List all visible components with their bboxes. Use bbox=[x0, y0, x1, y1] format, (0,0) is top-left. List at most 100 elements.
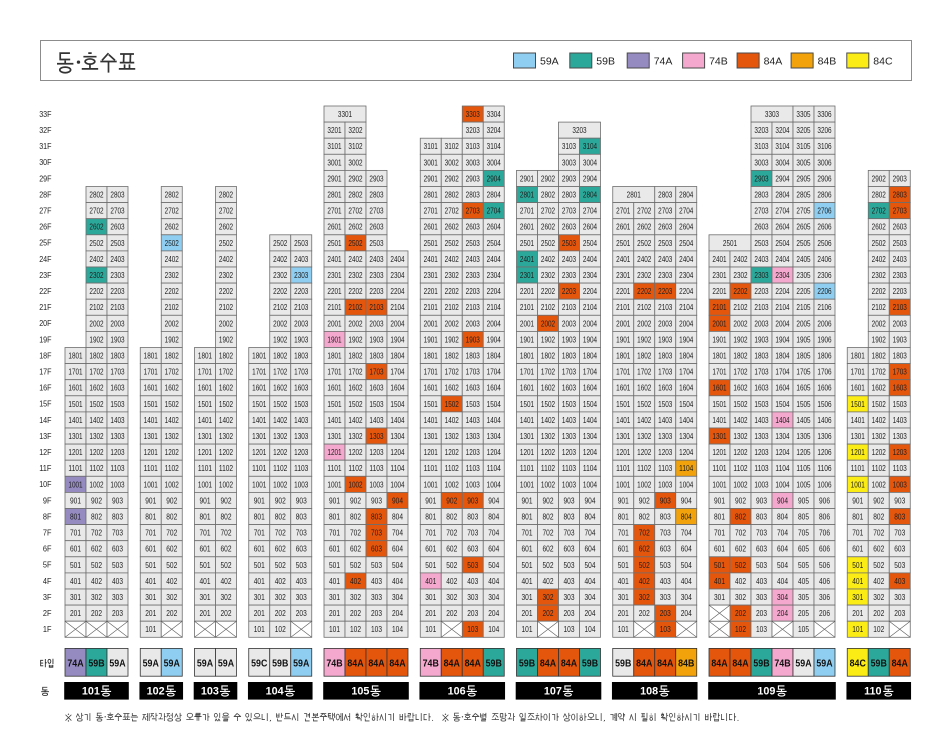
svg-text:1806: 1806 bbox=[817, 351, 832, 360]
svg-text:801: 801 bbox=[425, 512, 436, 521]
svg-text:1203: 1203 bbox=[562, 448, 577, 457]
svg-text:2002: 2002 bbox=[165, 319, 180, 328]
svg-text:16F: 16F bbox=[39, 384, 51, 393]
svg-text:1905: 1905 bbox=[796, 335, 811, 344]
svg-text:503: 503 bbox=[756, 561, 767, 570]
svg-text:1901: 1901 bbox=[424, 335, 439, 344]
svg-text:3002: 3002 bbox=[348, 158, 363, 167]
svg-text:3103: 3103 bbox=[754, 142, 769, 151]
svg-text:1501: 1501 bbox=[327, 400, 342, 409]
svg-text:2202: 2202 bbox=[541, 287, 556, 296]
svg-text:302: 302 bbox=[91, 593, 102, 602]
svg-text:603: 603 bbox=[371, 545, 382, 554]
svg-text:101: 101 bbox=[425, 625, 436, 634]
svg-text:602: 602 bbox=[91, 545, 102, 554]
svg-text:803: 803 bbox=[756, 512, 767, 521]
svg-text:703: 703 bbox=[756, 529, 767, 538]
svg-text:1703: 1703 bbox=[562, 368, 577, 377]
svg-text:103: 103 bbox=[756, 625, 767, 634]
svg-text:1701: 1701 bbox=[327, 368, 342, 377]
svg-text:5F: 5F bbox=[43, 561, 52, 570]
svg-text:1501: 1501 bbox=[144, 400, 159, 409]
svg-text:2704: 2704 bbox=[487, 207, 502, 216]
svg-text:2402: 2402 bbox=[541, 255, 556, 264]
svg-text:201: 201 bbox=[522, 609, 533, 618]
svg-text:1602: 1602 bbox=[637, 384, 652, 393]
svg-text:303: 303 bbox=[467, 593, 478, 602]
svg-text:2602: 2602 bbox=[219, 223, 234, 232]
svg-text:1601: 1601 bbox=[851, 384, 866, 393]
svg-text:2103: 2103 bbox=[893, 303, 908, 312]
svg-text:1802: 1802 bbox=[348, 351, 363, 360]
svg-text:2203: 2203 bbox=[893, 287, 908, 296]
svg-text:203: 203 bbox=[564, 609, 575, 618]
svg-text:901: 901 bbox=[714, 496, 725, 505]
svg-text:2702: 2702 bbox=[348, 207, 363, 216]
svg-text:2706: 2706 bbox=[817, 207, 832, 216]
svg-text:402: 402 bbox=[735, 577, 746, 586]
svg-text:2202: 2202 bbox=[348, 287, 363, 296]
svg-text:1502: 1502 bbox=[273, 400, 288, 409]
svg-text:2402: 2402 bbox=[165, 255, 180, 264]
svg-text:1403: 1403 bbox=[562, 416, 577, 425]
svg-text:103: 103 bbox=[201, 686, 219, 698]
svg-text:202: 202 bbox=[221, 609, 232, 618]
svg-text:3003: 3003 bbox=[562, 158, 577, 167]
svg-text:503: 503 bbox=[371, 561, 382, 570]
svg-text:203: 203 bbox=[467, 609, 478, 618]
svg-text:1902: 1902 bbox=[637, 335, 652, 344]
svg-text:104: 104 bbox=[488, 625, 499, 634]
svg-text:1703: 1703 bbox=[110, 368, 125, 377]
svg-text:402: 402 bbox=[543, 577, 554, 586]
svg-text:2303: 2303 bbox=[893, 271, 908, 280]
svg-text:1102: 1102 bbox=[872, 464, 887, 473]
svg-text:2204: 2204 bbox=[583, 287, 598, 296]
svg-text:1102: 1102 bbox=[165, 464, 180, 473]
svg-text:1504: 1504 bbox=[390, 400, 405, 409]
svg-text:701: 701 bbox=[618, 529, 629, 538]
svg-text:501: 501 bbox=[714, 561, 725, 570]
svg-text:1301: 1301 bbox=[252, 432, 267, 441]
svg-text:703: 703 bbox=[112, 529, 123, 538]
svg-text:304: 304 bbox=[681, 593, 692, 602]
svg-text:405: 405 bbox=[798, 577, 809, 586]
svg-text:503: 503 bbox=[894, 561, 905, 570]
svg-text:3004: 3004 bbox=[583, 158, 598, 167]
svg-text:2002: 2002 bbox=[733, 319, 748, 328]
svg-text:84A: 84A bbox=[732, 657, 749, 669]
svg-text:1506: 1506 bbox=[817, 400, 832, 409]
svg-text:1606: 1606 bbox=[817, 384, 832, 393]
svg-text:1903: 1903 bbox=[466, 335, 481, 344]
svg-text:2502: 2502 bbox=[872, 239, 887, 248]
svg-text:1601: 1601 bbox=[68, 384, 83, 393]
svg-text:1303: 1303 bbox=[369, 432, 384, 441]
svg-text:2401: 2401 bbox=[712, 255, 727, 264]
svg-text:2301: 2301 bbox=[424, 271, 439, 280]
svg-text:505: 505 bbox=[798, 561, 809, 570]
svg-text:2602: 2602 bbox=[89, 223, 104, 232]
svg-text:1801: 1801 bbox=[327, 351, 342, 360]
svg-text:1906: 1906 bbox=[817, 335, 832, 344]
svg-text:1501: 1501 bbox=[424, 400, 439, 409]
svg-text:702: 702 bbox=[446, 529, 457, 538]
svg-text:3303: 3303 bbox=[466, 110, 481, 119]
svg-text:2303: 2303 bbox=[369, 271, 384, 280]
svg-text:801: 801 bbox=[522, 512, 533, 521]
svg-text:1402: 1402 bbox=[348, 416, 363, 425]
svg-text:2202: 2202 bbox=[872, 287, 887, 296]
svg-text:1904: 1904 bbox=[679, 335, 694, 344]
svg-text:1603: 1603 bbox=[294, 384, 309, 393]
svg-text:1002: 1002 bbox=[348, 480, 363, 489]
svg-text:603: 603 bbox=[467, 545, 478, 554]
svg-text:1601: 1601 bbox=[198, 384, 213, 393]
svg-text:3203: 3203 bbox=[466, 126, 481, 135]
svg-text:2505: 2505 bbox=[796, 239, 811, 248]
svg-text:59B: 59B bbox=[615, 657, 632, 669]
svg-text:2804: 2804 bbox=[679, 190, 694, 199]
svg-text:1403: 1403 bbox=[658, 416, 673, 425]
svg-text:401: 401 bbox=[145, 577, 156, 586]
svg-text:3305: 3305 bbox=[796, 110, 811, 119]
svg-text:84A: 84A bbox=[657, 657, 674, 669]
svg-text:1301: 1301 bbox=[327, 432, 342, 441]
svg-text:1404: 1404 bbox=[775, 416, 790, 425]
